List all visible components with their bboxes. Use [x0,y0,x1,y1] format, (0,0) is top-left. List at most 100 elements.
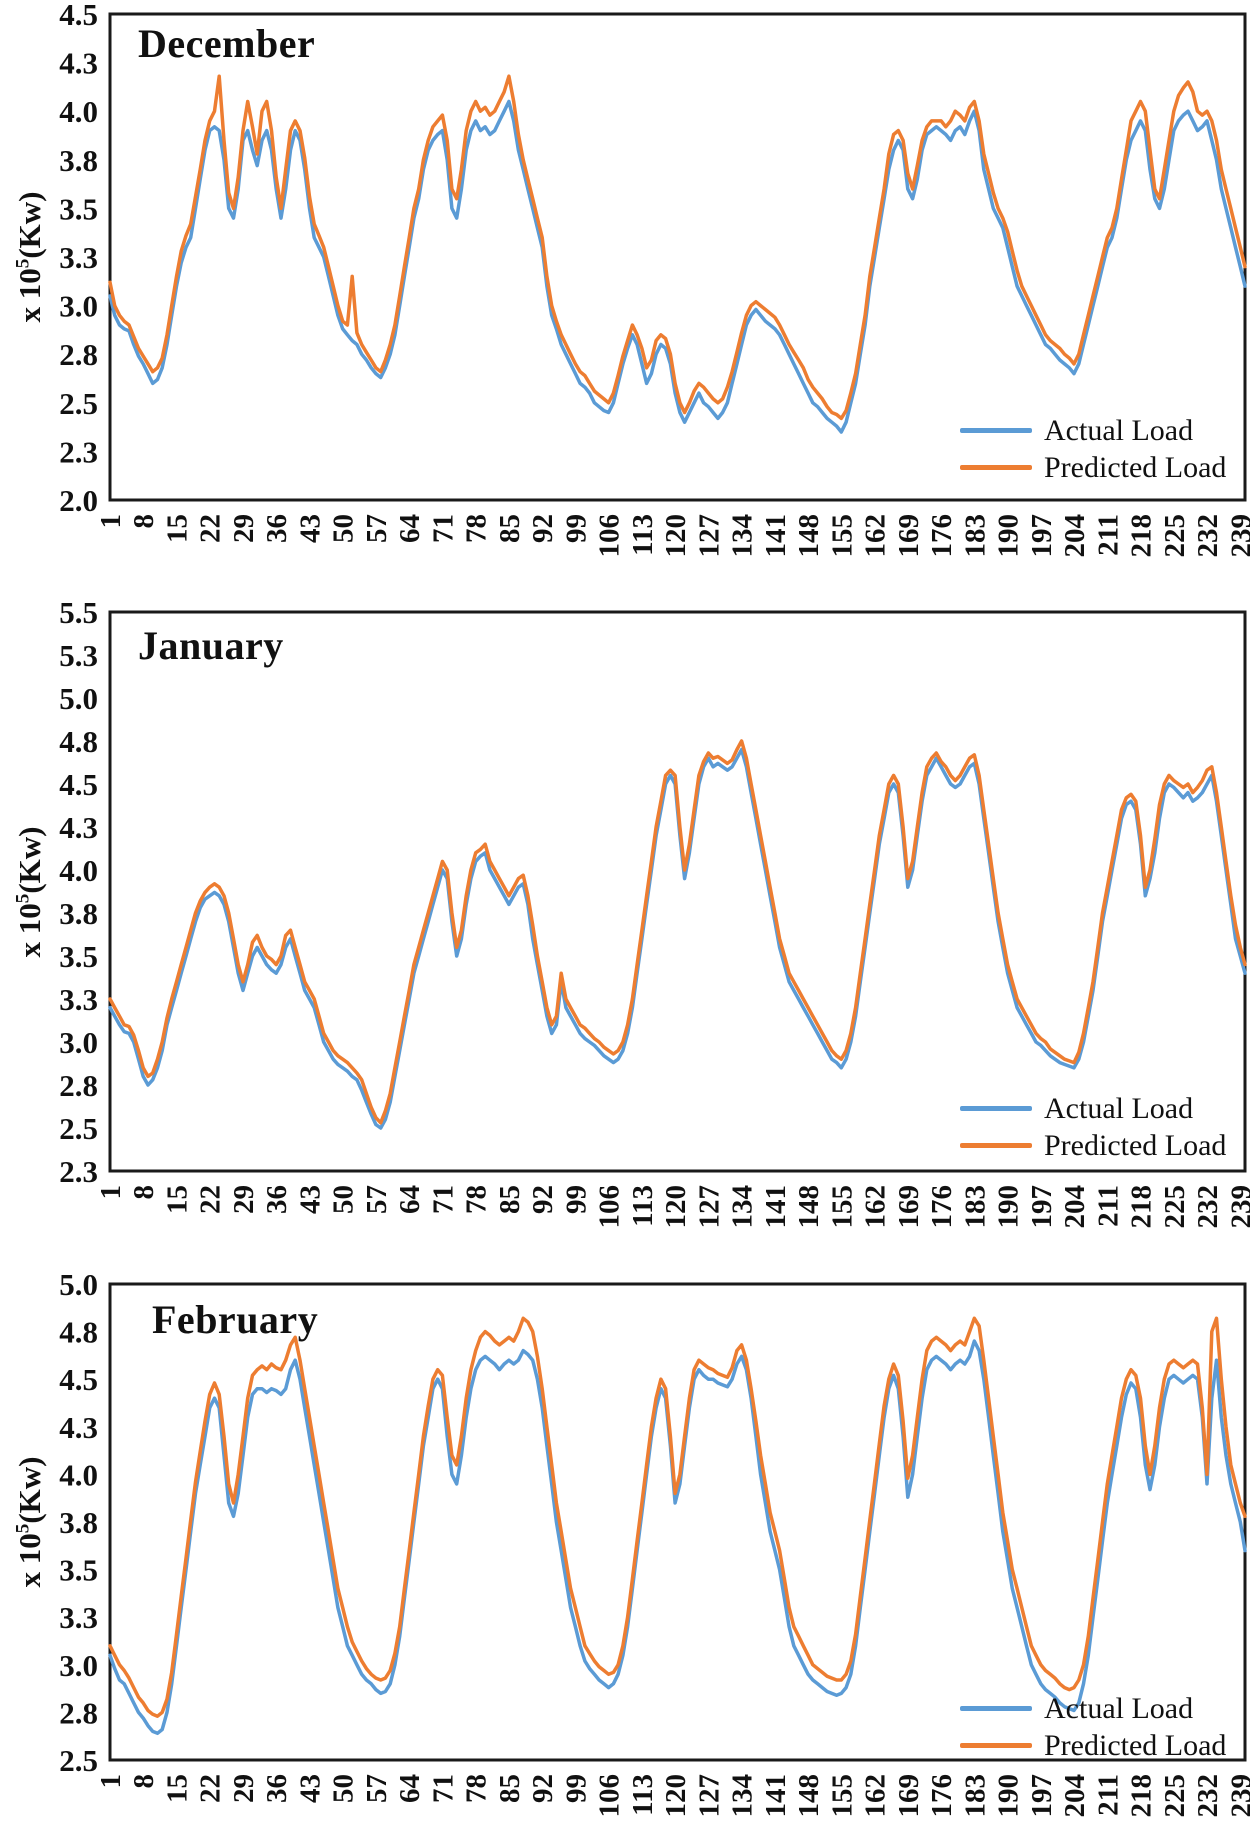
x-tick-label: 120 [660,514,692,558]
x-tick-label: 169 [893,514,925,558]
x-tick-label: 1 [95,1185,127,1200]
legend-line-actual-icon [960,1706,1032,1711]
x-tick-label: 106 [594,514,626,558]
x-tick-label: 197 [1026,514,1058,558]
chart-title-december: December [138,21,316,66]
y-axis-ticks: 5.0 4.8 4.5 4.3 4.0 3.8 3.5 3.3 3.0 2.8 2.5 [59,1267,98,1778]
y-axis-ticks: 5.5 5.3 5.0 4.8 4.5 4.3 4.0 3.8 3.5 3.3 3.0 2.8 2.5 2… [59,595,98,1189]
y-tick-label: 3.0 [59,1648,98,1683]
x-tick-label: 211 [1092,1185,1124,1227]
x-tick-label: 176 [926,514,958,558]
x-tick-label: 141 [760,1774,792,1818]
x-tick-label: 204 [1059,1774,1091,1818]
x-tick-label: 239 [1225,1774,1250,1818]
legend-label-predicted: Predicted Load [1044,1728,1227,1762]
x-tick-label: 162 [860,1774,892,1818]
y-axis-label-unit: (Kw) [12,1456,47,1524]
x-tick-label: 85 [494,1774,526,1803]
x-tick-label: 29 [228,514,260,543]
x-tick-label: 43 [294,514,326,543]
y-tick-label: 5.5 [59,595,98,630]
y-tick-label: 4.5 [59,1362,98,1397]
y-tick-label: 3.0 [59,1025,98,1060]
y-tick-label: 3.8 [59,143,98,178]
x-tick-label: 141 [760,1185,792,1229]
legend-line-predicted-icon [960,1143,1032,1148]
y-axis-label-unit: (Kw) [12,191,47,259]
x-tick-label: 57 [361,1185,393,1214]
x-tick-label: 183 [959,1774,991,1818]
x-tick-label: 155 [826,1185,858,1229]
series-predicted-load [108,1316,1247,1718]
x-tick-label: 1 [95,514,127,529]
y-tick-label: 3.5 [59,939,98,974]
x-tick-label: 134 [727,1185,759,1229]
y-tick-label: 3.3 [59,1600,98,1635]
legend-december: Actual Load Predicted Load [960,412,1226,486]
x-tick-label: 225 [1159,1185,1191,1229]
x-tick-label: 78 [461,514,493,543]
x-tick-label: 64 [394,1185,426,1214]
y-axis-label-sup: 5 [12,893,34,904]
y-axis-ticks: 4.5 4.3 4.0 3.8 3.5 3.3 3.0 2.8 2.5 2.3 2.0 [59,0,98,518]
x-tick-label: 64 [394,514,426,543]
series-actual-load [108,99,1247,434]
legend-line-actual-icon [960,428,1032,433]
x-tick-label: 232 [1192,1185,1224,1229]
legend-item-actual: Actual Load [960,412,1226,449]
series-actual-load [108,1339,1247,1736]
x-tick-label: 239 [1225,514,1250,558]
x-tick-label: 169 [893,1185,925,1229]
y-axis-label-december: x 105(Kw) [12,191,48,322]
x-tick-label: 211 [1092,514,1124,556]
x-tick-label: 36 [261,1185,293,1214]
x-tick-label: 22 [195,1185,227,1214]
x-tick-label: 218 [1126,1185,1158,1229]
x-tick-label: 204 [1059,1185,1091,1229]
x-tick-label: 190 [993,1185,1025,1229]
y-tick-label: 4.8 [59,724,98,759]
legend-item-actual: Actual Load [960,1090,1226,1127]
x-tick-label: 99 [560,1185,592,1214]
y-tick-label: 4.5 [59,767,98,802]
x-tick-label: 78 [461,1774,493,1803]
plot-border [108,1282,1247,1762]
x-tick-label: 169 [893,1774,925,1818]
legend-february: Actual Load Predicted Load [960,1690,1226,1764]
y-tick-label: 2.3 [59,1154,98,1189]
legend-label-predicted: Predicted Load [1044,1128,1227,1162]
x-tick-label: 15 [161,1185,193,1214]
y-tick-label: 3.8 [59,896,98,931]
x-tick-label: 71 [427,514,459,543]
y-axis-label-sup: 5 [12,1523,34,1534]
y-tick-label: 5.0 [59,681,98,716]
x-tick-label: 162 [860,1185,892,1229]
y-tick-label: 3.5 [59,1553,98,1588]
plot-border [108,12,1247,502]
x-tick-label: 78 [461,1185,493,1214]
x-tick-label: 176 [926,1185,958,1229]
x-tick-label: 99 [560,514,592,543]
x-tick-label: 106 [594,1774,626,1818]
x-tick-label: 155 [826,514,858,558]
legend-january: Actual Load Predicted Load [960,1090,1226,1164]
y-axis-label-text: x 10 [12,903,47,958]
x-tick-label: 29 [228,1185,260,1214]
x-tick-label: 120 [660,1185,692,1229]
x-tick-label: 211 [1092,1774,1124,1816]
x-tick-label: 92 [527,514,559,543]
december-plot: 4.54.34.03.83.53.33.02.82.52.32.01 8 15 22 2… [59,0,1250,558]
x-tick-label: 22 [195,514,227,543]
y-tick-label: 5.0 [59,1267,98,1302]
x-tick-label: 50 [328,514,360,543]
x-tick-label: 218 [1126,1774,1158,1818]
y-tick-label: 3.0 [59,289,98,324]
y-tick-label: 3.8 [59,1505,98,1540]
february-plot: 5.04.84.54.34.03.83.53.33.02.82.51 8 15 22 2… [59,1267,1250,1818]
y-tick-label: 4.3 [59,46,98,81]
legend-item-actual: Actual Load [960,1690,1226,1727]
x-tick-label: 36 [261,1774,293,1803]
x-tick-label: 113 [627,1774,659,1816]
x-tick-label: 64 [394,1774,426,1803]
x-tick-label: 134 [727,514,759,558]
